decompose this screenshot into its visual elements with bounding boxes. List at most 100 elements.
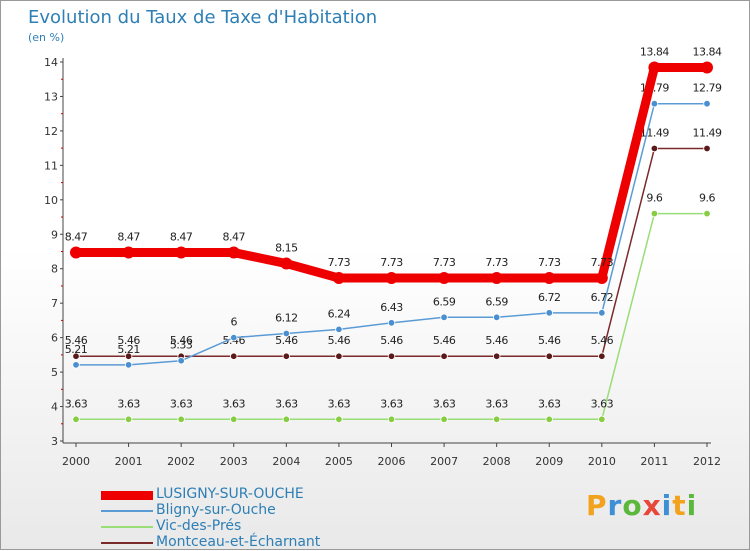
chart-legend: LUSIGNY-SUR-OUCHE Bligny-sur-Ouche Vic-des… xyxy=(101,486,361,551)
data-point xyxy=(387,352,396,360)
data-point xyxy=(124,415,133,423)
x-tick-label: 2012 xyxy=(693,455,721,468)
legend-label: Bligny-sur-Ouche xyxy=(156,502,276,518)
data-label: 6 xyxy=(231,316,238,329)
logo-letter: i xyxy=(686,489,698,522)
data-label: 5.46 xyxy=(170,334,193,347)
data-point xyxy=(387,319,396,327)
y-tick-label: 13 xyxy=(44,90,58,103)
data-point xyxy=(230,333,238,342)
logo-letter: r xyxy=(607,489,623,522)
data-label: 6.59 xyxy=(433,295,456,308)
data-point xyxy=(122,246,135,259)
data-point xyxy=(72,352,80,360)
legend-swatch xyxy=(101,510,153,512)
data-label: 5.46 xyxy=(433,334,456,347)
legend-item: Montceau-et-Écharnant xyxy=(101,534,361,551)
x-tick-label: 2011 xyxy=(640,455,668,468)
data-label: 8.15 xyxy=(275,242,298,255)
data-label: 5.46 xyxy=(380,334,403,347)
data-label: 6.12 xyxy=(275,312,298,325)
x-tick-label: 2010 xyxy=(588,455,616,468)
data-point xyxy=(72,361,80,369)
data-point xyxy=(545,415,553,423)
data-point xyxy=(177,415,185,423)
logo-letter: x xyxy=(642,489,662,522)
data-point xyxy=(230,415,238,423)
data-label: 11.49 xyxy=(693,126,722,139)
data-point xyxy=(650,99,659,108)
legend-item: Vic-des-Prés xyxy=(101,518,361,535)
data-point xyxy=(387,415,396,423)
data-label: 6.59 xyxy=(485,295,508,308)
data-point xyxy=(703,144,711,153)
data-point xyxy=(282,415,291,423)
data-point xyxy=(492,415,501,423)
data-point xyxy=(703,209,711,218)
data-point xyxy=(440,352,448,360)
y-tick-label: 4 xyxy=(51,401,58,414)
data-point xyxy=(598,309,606,317)
data-label: 3.63 xyxy=(223,397,246,410)
data-point xyxy=(124,361,133,369)
x-tick-label: 2006 xyxy=(378,455,406,468)
data-label: 3.63 xyxy=(117,397,140,410)
series-line xyxy=(71,63,712,283)
data-label: 5.21 xyxy=(117,343,140,356)
data-label: 9.6 xyxy=(699,192,715,205)
data-point xyxy=(335,352,343,360)
data-label: 7.73 xyxy=(328,256,351,269)
data-label: 5.46 xyxy=(328,334,351,347)
data-label: 8.47 xyxy=(117,231,140,244)
legend-item: Bligny-sur-Ouche xyxy=(101,502,361,519)
data-label: 9.6 xyxy=(646,192,662,205)
y-tick-label: 8 xyxy=(51,263,58,276)
data-label: 8.47 xyxy=(65,231,88,244)
y-tick-label: 10 xyxy=(44,194,58,207)
data-point xyxy=(492,313,501,322)
data-label: 11.49 xyxy=(640,126,669,139)
data-label: 7.73 xyxy=(380,256,403,269)
data-point xyxy=(598,352,606,360)
x-tick-label: 2002 xyxy=(167,455,195,468)
data-label: 5.33 xyxy=(170,339,193,352)
data-label: 3.63 xyxy=(485,397,508,410)
legend-label: Vic-des-Prés xyxy=(156,518,242,534)
x-tick-label: 2003 xyxy=(220,455,248,468)
y-tick-label: 9 xyxy=(51,228,58,241)
data-label: 13.84 xyxy=(693,46,722,59)
data-point xyxy=(440,313,448,322)
data-label: 6.72 xyxy=(591,291,614,304)
data-label: 7.73 xyxy=(485,256,508,269)
data-point xyxy=(545,309,553,317)
logo-letter: P xyxy=(586,489,608,522)
data-label: 7.73 xyxy=(591,256,614,269)
data-label: 7.73 xyxy=(433,256,456,269)
data-label: 12.79 xyxy=(693,82,722,95)
data-point xyxy=(227,246,240,259)
data-point xyxy=(701,61,713,74)
x-tick-label: 2009 xyxy=(535,455,563,468)
data-point xyxy=(650,209,659,218)
legend-swatch xyxy=(101,542,153,544)
legend-swatch xyxy=(101,490,153,500)
data-label: 6.43 xyxy=(380,301,403,314)
y-tick-label: 12 xyxy=(44,125,58,138)
data-point xyxy=(385,272,398,285)
data-label: 8.47 xyxy=(170,231,193,244)
logo-letter: o xyxy=(622,489,643,522)
x-tick-label: 2008 xyxy=(483,455,511,468)
data-label: 6.24 xyxy=(328,307,351,320)
data-point xyxy=(595,272,608,285)
data-point xyxy=(438,272,451,285)
data-point xyxy=(72,415,80,423)
x-tick-label: 2005 xyxy=(325,455,353,468)
data-label: 3.63 xyxy=(380,397,403,410)
logo-letter: i xyxy=(661,489,673,522)
data-point xyxy=(282,329,291,338)
data-label: 3.63 xyxy=(591,397,614,410)
data-label: 7.73 xyxy=(538,256,561,269)
data-label: 5.21 xyxy=(65,343,88,356)
